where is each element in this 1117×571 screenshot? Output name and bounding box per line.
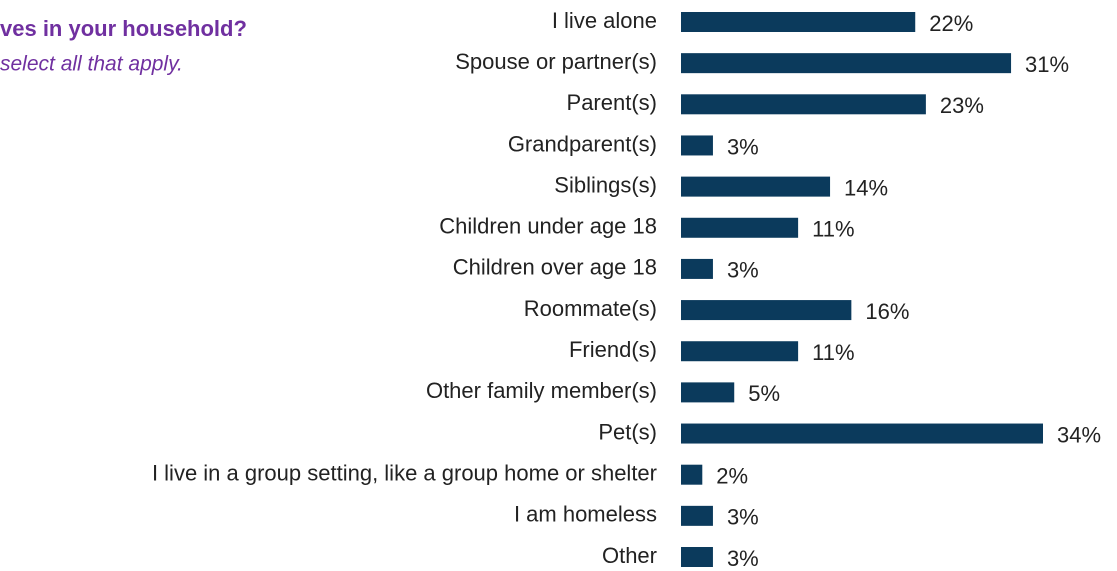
chart-subtitle: select all that apply. (0, 53, 183, 76)
category-label: Friend(s) (569, 337, 657, 362)
category-label: I live alone (552, 8, 657, 33)
value-label: 3% (727, 505, 759, 530)
category-label: I live in a group setting, like a group … (152, 461, 657, 486)
bar (681, 258, 713, 279)
value-label: 16% (865, 299, 909, 324)
bar (681, 12, 916, 32)
value-label: 14% (844, 175, 888, 200)
value-label: 11% (812, 217, 854, 242)
value-label: 11% (812, 340, 854, 365)
category-label: Grandparent(s) (508, 131, 657, 156)
bar (681, 341, 799, 362)
bar (681, 382, 735, 403)
value-label: 34% (1057, 422, 1101, 447)
category-label: Other family member(s) (426, 378, 657, 403)
value-label: 2% (716, 464, 748, 489)
bar (681, 135, 713, 156)
category-label: Roommate(s) (524, 296, 657, 321)
bar (681, 464, 703, 485)
chart-title: ves in your household? (0, 16, 247, 41)
value-label: 3% (727, 258, 759, 283)
bar (681, 94, 926, 115)
category-label: Children under age 18 (439, 214, 657, 239)
value-label: 3% (727, 134, 759, 159)
category-label: Spouse or partner(s) (455, 49, 657, 74)
category-label: I am homeless (514, 502, 657, 527)
value-label: 22% (929, 11, 973, 36)
bar (681, 547, 713, 567)
value-label: 5% (748, 381, 780, 406)
category-label: Pet(s) (598, 419, 657, 444)
category-label: Children over age 18 (453, 255, 657, 280)
bar (681, 53, 1012, 74)
category-label: Other (602, 543, 657, 568)
value-label: 3% (727, 546, 759, 571)
category-label: Parent(s) (567, 90, 657, 115)
bar (681, 505, 713, 526)
category-label: Siblings(s) (554, 172, 657, 197)
value-label: 31% (1025, 52, 1069, 77)
bar (681, 217, 799, 238)
bar (681, 176, 831, 197)
value-label: 23% (940, 93, 984, 118)
bar (681, 300, 852, 321)
bar (681, 423, 1043, 444)
